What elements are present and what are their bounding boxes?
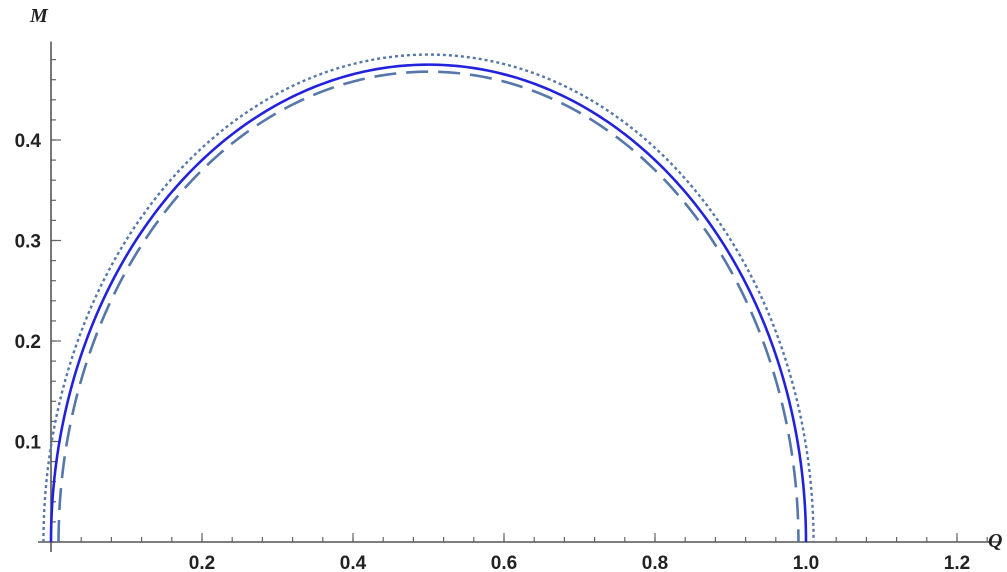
x-tick-label: 0.2 [189,553,215,572]
curves [42,53,815,543]
major-ticks [51,139,958,542]
y-tick-label: 0.1 [15,433,42,454]
y-tick-label: 0.2 [15,332,41,353]
curve-dashed [57,70,800,543]
y-tick-labels: 0.1 0.2 0.3 0.4 [15,131,42,454]
x-tick-label: 0.8 [642,553,668,572]
x-tick-labels: 0.2 0.4 0.6 0.8 1.0 1.2 [189,553,970,572]
curve-solid [49,63,808,543]
y-tick-label: 0.4 [15,131,42,152]
x-tick-label: 0.4 [340,553,367,572]
x-tick-label: 1.0 [793,553,819,572]
minor-ticks [51,58,988,542]
y-axis-label: M [29,5,49,27]
y-tick-label: 0.3 [15,232,41,253]
curve-dotted [42,53,815,543]
x-tick-label: 1.2 [944,553,970,572]
x-axis-label: Q [988,530,1002,552]
x-tick-label: 0.6 [491,553,517,572]
